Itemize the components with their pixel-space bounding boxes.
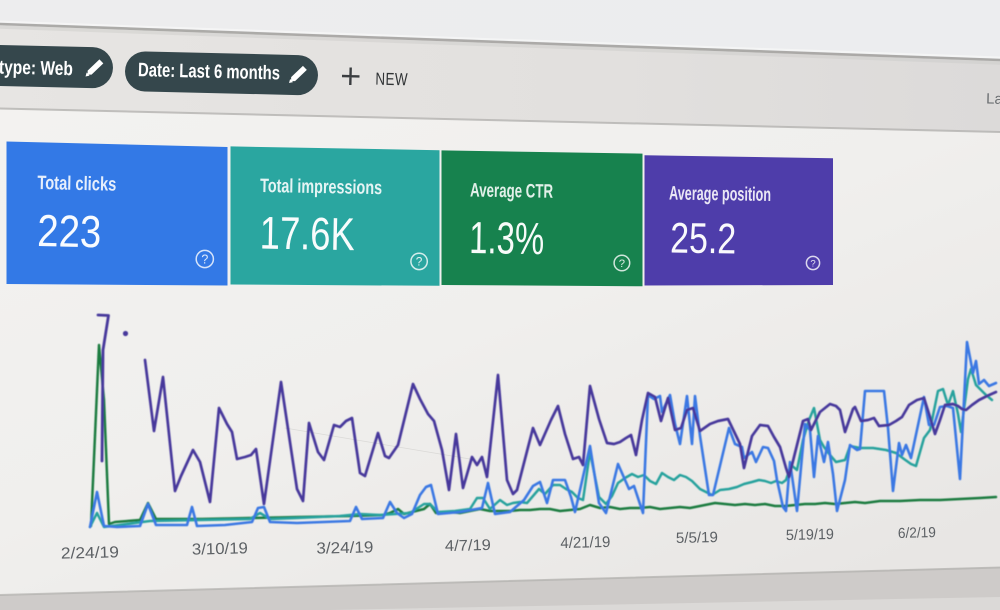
svg-text:25.2: 25.2 — [670, 215, 737, 264]
svg-text:1.3%: 1.3% — [469, 212, 545, 264]
svg-text:2/24/19: 2/24/19 — [61, 544, 119, 562]
svg-text:Total impressions: Total impressions — [260, 175, 382, 199]
svg-text:4/21/19: 4/21/19 — [560, 534, 610, 552]
svg-text:Date: Last 6 months: Date: Last 6 months — [138, 59, 281, 84]
svg-text:Total clicks: Total clicks — [37, 172, 117, 196]
svg-text:type: Web: type: Web — [0, 56, 73, 80]
svg-text:?: ? — [810, 258, 815, 269]
svg-text:3/24/19: 3/24/19 — [316, 539, 373, 557]
svg-text:17.6K: 17.6K — [259, 207, 355, 261]
svg-text:Average CTR: Average CTR — [470, 180, 553, 203]
svg-text:La: La — [986, 91, 1000, 108]
svg-text:Average position: Average position — [669, 183, 771, 207]
svg-text:6/2/19: 6/2/19 — [898, 525, 936, 542]
svg-text:?: ? — [416, 255, 423, 269]
svg-text:NEW: NEW — [375, 69, 408, 90]
svg-text:5/19/19: 5/19/19 — [786, 526, 834, 544]
svg-text:4/7/19: 4/7/19 — [445, 537, 491, 555]
svg-text:?: ? — [201, 252, 208, 266]
svg-text:5/5/19: 5/5/19 — [676, 529, 718, 547]
svg-text:223: 223 — [37, 205, 102, 257]
svg-text:?: ? — [619, 258, 625, 270]
svg-text:3/10/19: 3/10/19 — [192, 540, 248, 558]
